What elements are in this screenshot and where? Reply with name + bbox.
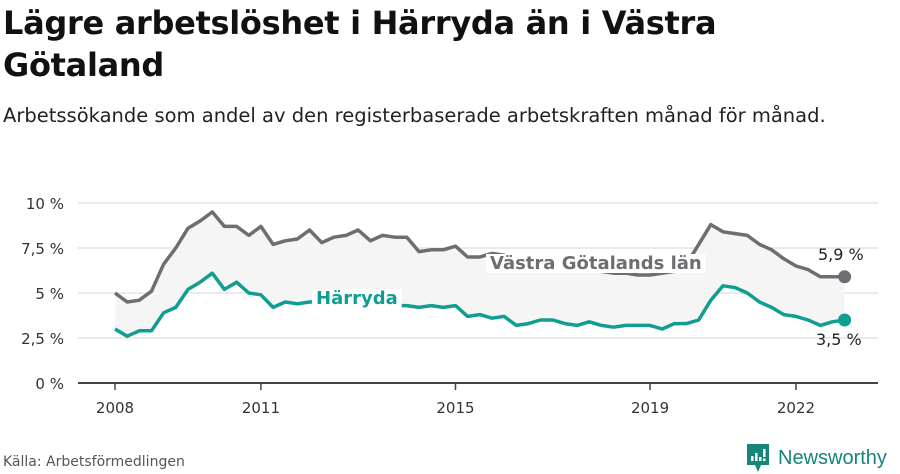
series-label-harryda: Härryda — [316, 288, 398, 309]
x-tick-label: 2022 — [777, 399, 815, 417]
end-marker-vastra-gotaland — [838, 270, 852, 284]
y-tick-label: 10 % — [26, 195, 64, 213]
y-tick-label: 7,5 % — [21, 240, 64, 258]
x-axis-ticks: 2008 2011 2015 2019 2022 — [96, 383, 815, 417]
y-axis-ticks: 0 % 2,5 % 5 % 7,5 % 10 % — [21, 195, 64, 393]
label-vastra-gotaland: Västra Götalands län — [486, 253, 706, 274]
series-label-vastra-gotaland: Västra Götalands län — [490, 253, 702, 274]
end-value-vastra-gotaland: 5,9 % — [818, 245, 864, 264]
y-tick-label: 2,5 % — [21, 330, 64, 348]
y-tick-label: 0 % — [35, 375, 64, 393]
x-tick-label: 2008 — [96, 399, 134, 417]
source-note: Källa: Arbetsförmedlingen — [3, 454, 185, 470]
end-marker-harryda — [838, 313, 852, 327]
brand-name: Newsworthy — [778, 446, 887, 469]
line-vastra-gotaland — [113, 210, 845, 304]
x-tick-label: 2019 — [631, 399, 669, 417]
y-tick-label: 5 % — [35, 285, 64, 303]
x-tick-label: 2011 — [242, 399, 280, 417]
line-harryda — [114, 271, 845, 338]
end-value-harryda: 3,5 % — [816, 330, 862, 349]
difference-band — [115, 212, 845, 337]
label-harryda: Härryda — [312, 288, 402, 309]
bar-chart-logo-icon — [747, 444, 769, 472]
x-tick-label: 2015 — [436, 399, 474, 417]
newsworthy-logo[interactable]: Newsworthy — [746, 443, 887, 473]
chart-title: Lägre arbetslöshet i Härryda än i Västra… — [3, 4, 717, 84]
chart-subtitle: Arbetssökande som andel av den registerb… — [3, 104, 826, 127]
